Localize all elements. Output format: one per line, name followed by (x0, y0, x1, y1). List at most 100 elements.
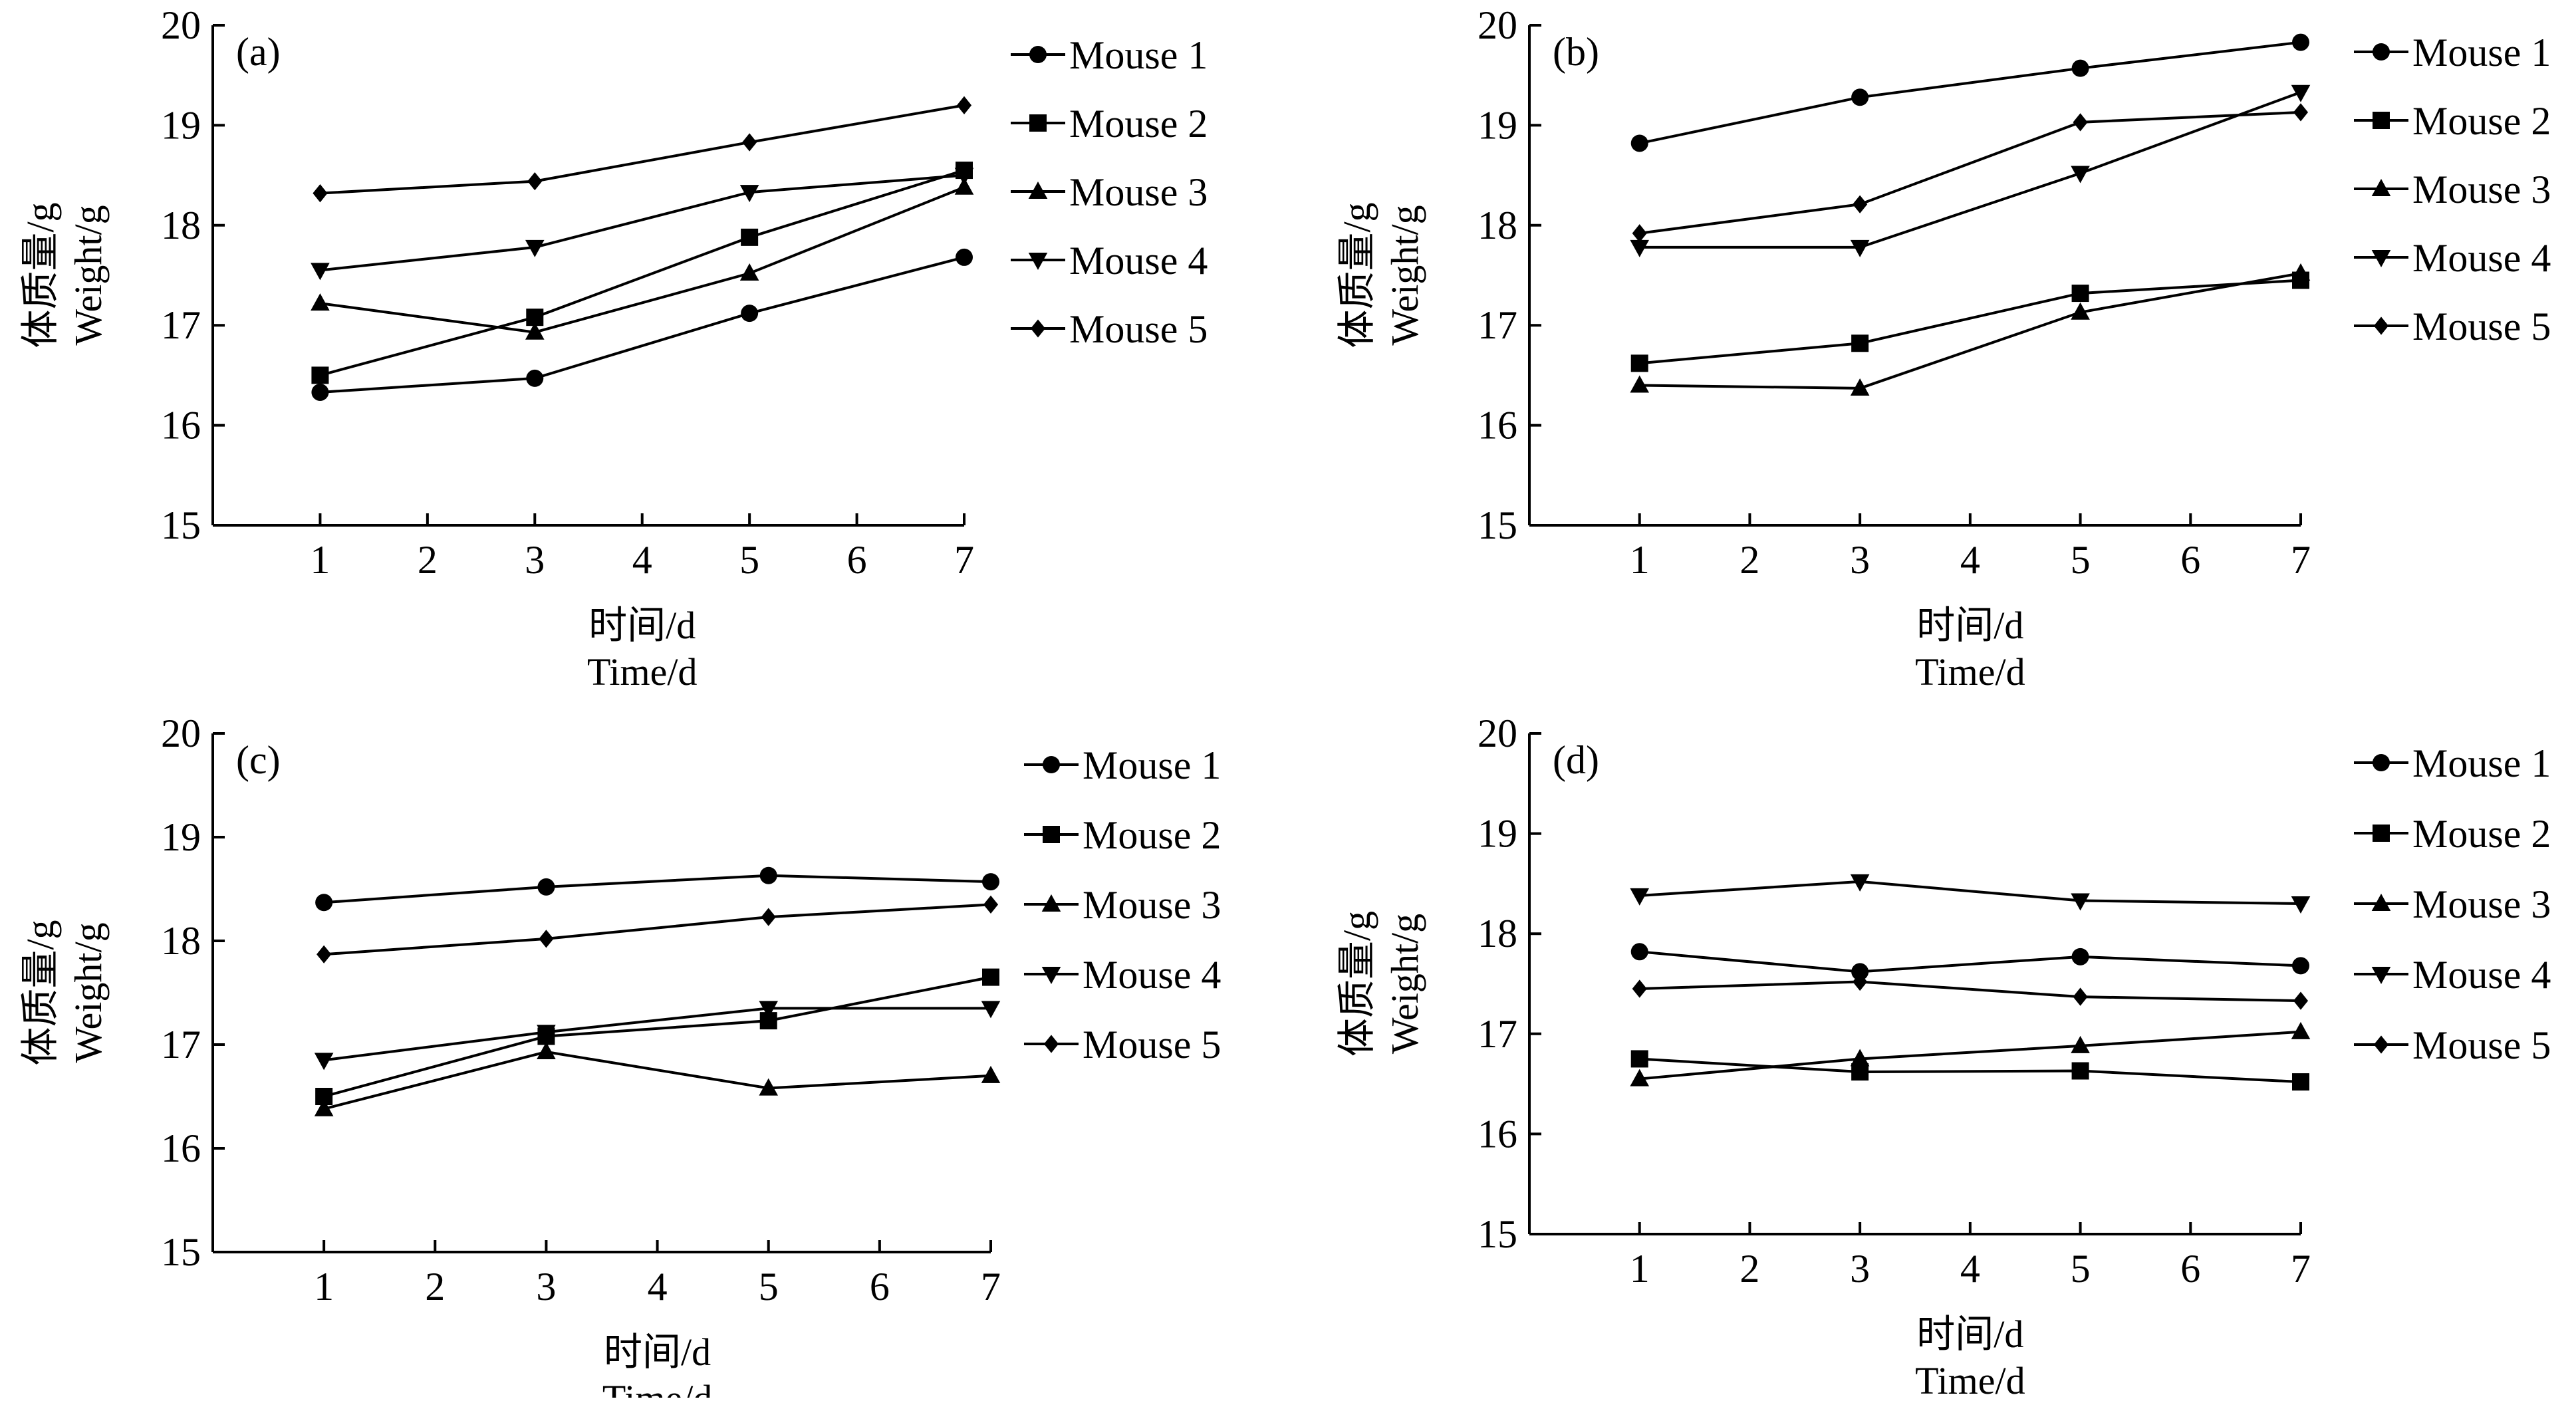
x-axis-label-cn: 时间/d (1916, 604, 2023, 647)
data-point (759, 866, 777, 884)
y-tick-label: 19 (161, 103, 201, 147)
legend-marker (1029, 114, 1047, 132)
legend-label: Mouse 4 (1069, 239, 1208, 283)
chart-panel: 15 16 17 18 19 20 1 2 3 4 5 6 7 (d) 体质量/g Weight/g 时间/dT… (1335, 711, 2551, 1401)
series-line (1639, 90, 2301, 249)
data-point (1851, 334, 1869, 352)
y-tick-label: 17 (161, 1023, 201, 1067)
data-point (314, 1098, 334, 1116)
legend-label: Mouse 5 (2412, 1023, 2551, 1067)
data-point (741, 305, 759, 322)
legend-label: Mouse 1 (1083, 743, 1221, 787)
panel-label: (b) (1553, 30, 1599, 74)
y-tick-label: 15 (1478, 1212, 1517, 1256)
x-tick-label: 3 (1850, 1247, 1870, 1291)
data-point (525, 239, 545, 257)
x-tick-label: 2 (418, 538, 438, 582)
x-tick-label: 3 (1850, 538, 1870, 582)
data-point (981, 1001, 1001, 1019)
data-point (311, 293, 330, 311)
legend-marker (1028, 252, 1048, 270)
x-axis-label-cn: 时间/d (1916, 1313, 2023, 1356)
series-line (323, 1007, 991, 1062)
y-tick-label: 18 (1478, 203, 1517, 247)
data-point (1850, 1049, 1870, 1067)
data-point (1853, 195, 1868, 213)
x-tick-label: 2 (1739, 1247, 1759, 1291)
y-tick-label: 15 (161, 503, 201, 547)
data-point (539, 930, 554, 948)
y-axis-label-cn: 体质量/g (1335, 911, 1378, 1057)
data-point (1630, 239, 1650, 257)
chart-panel: 15 16 17 18 19 20 1 2 3 4 5 6 7 (b) 体质量/g Weight/g 时间/dT… (1335, 3, 2551, 694)
data-point (739, 185, 759, 203)
series-line (1639, 1057, 2301, 1084)
data-point (537, 1041, 556, 1059)
legend-label: Mouse 1 (2412, 741, 2551, 785)
x-axis-label-en: Time/d (602, 1377, 712, 1398)
y-tick-label: 17 (1478, 1012, 1517, 1056)
legend-label: Mouse 4 (2412, 236, 2551, 280)
data-point (742, 133, 757, 152)
data-point (2291, 263, 2311, 281)
x-tick-label: 7 (981, 1265, 1001, 1309)
legend-label: Mouse 3 (2412, 882, 2551, 926)
legend-marker (1043, 1035, 1059, 1053)
data-point (982, 873, 999, 891)
y-axis-label-en: Weight/g (1383, 914, 1426, 1054)
data-point (1850, 239, 1870, 257)
data-point (759, 1078, 779, 1096)
data-point (313, 184, 328, 203)
data-point (954, 168, 974, 186)
panel-label: (d) (1553, 738, 1599, 782)
data-point (759, 1001, 779, 1019)
y-tick-label: 15 (1478, 503, 1517, 547)
data-point (981, 1065, 1001, 1083)
data-point (525, 322, 545, 340)
legend-label: Mouse 3 (1083, 883, 1221, 927)
y-tick-label: 16 (1478, 404, 1517, 447)
data-point (2071, 302, 2090, 320)
x-tick-label: 1 (1630, 538, 1650, 582)
x-tick-label: 6 (847, 538, 867, 582)
data-point (2071, 166, 2090, 184)
data-point (954, 177, 974, 195)
series-line (1639, 950, 2301, 973)
y-axis-label-en: Weight/g (66, 205, 110, 345)
x-axis-label-cn: 时间/d (588, 604, 696, 647)
x-tick-label: 2 (425, 1265, 445, 1309)
data-point (314, 1053, 334, 1071)
series-line (1639, 279, 2301, 365)
legend-marker (2371, 966, 2391, 984)
legend-marker (2371, 249, 2391, 267)
series-line (1639, 41, 2301, 145)
data-point (1850, 874, 1870, 892)
data-point (739, 263, 759, 281)
x-axis-label-en: Time/d (1915, 1359, 2025, 1398)
legend-marker (2373, 317, 2389, 335)
data-point (2291, 1021, 2311, 1039)
legend-marker (1029, 46, 1047, 63)
data-point (1630, 1069, 1650, 1086)
y-tick-label: 20 (1478, 711, 1517, 755)
legend-marker (1041, 966, 1061, 984)
legend-marker (1028, 182, 1048, 199)
series-line (320, 174, 965, 272)
data-point (526, 369, 544, 387)
data-point (983, 895, 999, 914)
data-point (2071, 1062, 2089, 1080)
series-line (323, 975, 991, 1098)
data-point (2291, 84, 2311, 102)
x-tick-label: 4 (1960, 538, 1980, 582)
y-tick-label: 15 (161, 1230, 201, 1274)
x-tick-label: 7 (954, 538, 974, 582)
series-line (1639, 880, 2301, 906)
series-line (1639, 980, 2301, 1003)
series-line (1639, 1030, 2301, 1081)
series-line (1639, 272, 2301, 390)
x-tick-label: 6 (870, 1265, 890, 1309)
data-point (317, 945, 332, 963)
legend-marker (2373, 112, 2390, 129)
